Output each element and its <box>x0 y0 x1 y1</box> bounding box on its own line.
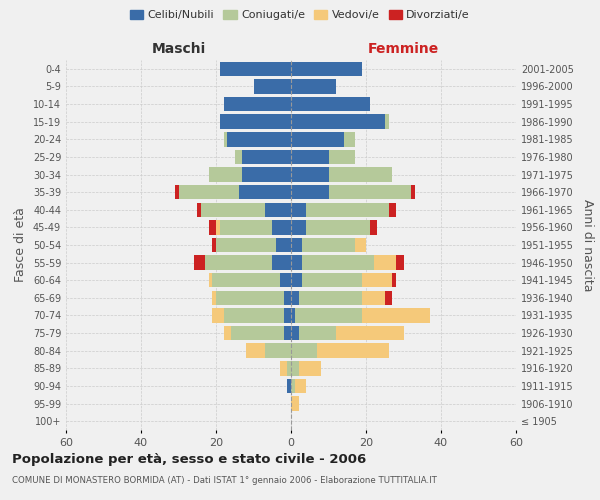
Bar <box>175 185 179 200</box>
Bar <box>235 150 242 164</box>
Bar <box>389 202 396 217</box>
Bar <box>291 114 385 129</box>
Bar <box>291 361 299 376</box>
Bar <box>343 132 355 146</box>
Bar <box>220 220 272 234</box>
Bar <box>329 185 411 200</box>
Bar <box>291 202 306 217</box>
Y-axis label: Anni di nascita: Anni di nascita <box>581 198 593 291</box>
Bar <box>223 308 284 322</box>
Bar <box>291 62 362 76</box>
Bar <box>209 273 212 287</box>
Bar <box>284 290 291 305</box>
Bar <box>284 326 291 340</box>
Bar <box>411 185 415 200</box>
Bar <box>254 79 291 94</box>
Bar <box>242 168 291 181</box>
Bar <box>291 308 295 322</box>
Bar <box>336 326 404 340</box>
Bar <box>265 202 291 217</box>
Bar <box>291 344 317 358</box>
Bar <box>291 132 343 146</box>
Bar <box>265 344 291 358</box>
Bar <box>329 168 392 181</box>
Bar <box>205 256 272 270</box>
Bar <box>396 256 404 270</box>
Bar <box>299 290 362 305</box>
Bar <box>179 185 239 200</box>
Bar <box>201 202 265 217</box>
Text: Maschi: Maschi <box>151 42 206 56</box>
Bar <box>329 150 355 164</box>
Bar <box>291 220 306 234</box>
Bar <box>392 273 396 287</box>
Bar <box>302 256 373 270</box>
Bar <box>291 150 329 164</box>
Bar <box>291 256 302 270</box>
Text: Femmine: Femmine <box>368 42 439 56</box>
Bar <box>216 290 284 305</box>
Bar <box>385 290 392 305</box>
Bar <box>220 62 291 76</box>
Bar <box>276 238 291 252</box>
Bar <box>223 132 227 146</box>
Bar <box>280 361 287 376</box>
Text: Popolazione per età, sesso e stato civile - 2006: Popolazione per età, sesso e stato civil… <box>12 452 366 466</box>
Bar <box>302 238 355 252</box>
Bar <box>355 238 366 252</box>
Bar <box>291 97 370 112</box>
Bar <box>362 290 385 305</box>
Bar <box>291 396 299 411</box>
Bar <box>231 326 284 340</box>
Bar <box>373 256 396 270</box>
Bar <box>291 168 329 181</box>
Bar <box>239 185 291 200</box>
Bar <box>302 273 362 287</box>
Bar <box>295 378 306 393</box>
Bar <box>291 378 295 393</box>
Bar <box>362 308 430 322</box>
Y-axis label: Fasce di età: Fasce di età <box>14 208 27 282</box>
Bar <box>216 238 276 252</box>
Bar <box>272 220 291 234</box>
Bar <box>212 238 216 252</box>
Bar <box>291 185 329 200</box>
Bar <box>291 79 336 94</box>
Bar <box>287 361 291 376</box>
Bar <box>242 150 291 164</box>
Text: COMUNE DI MONASTERO BORMIDA (AT) - Dati ISTAT 1° gennaio 2006 - Elaborazione TUT: COMUNE DI MONASTERO BORMIDA (AT) - Dati … <box>12 476 437 485</box>
Bar <box>223 326 231 340</box>
Bar <box>246 344 265 358</box>
Bar <box>291 238 302 252</box>
Bar <box>306 220 370 234</box>
Bar <box>299 326 336 340</box>
Bar <box>197 202 201 217</box>
Bar <box>291 273 302 287</box>
Bar <box>193 256 205 270</box>
Bar <box>284 308 291 322</box>
Bar <box>209 220 216 234</box>
Bar <box>291 290 299 305</box>
Bar <box>287 378 291 393</box>
Bar <box>209 168 242 181</box>
Bar <box>385 114 389 129</box>
Bar <box>280 273 291 287</box>
Bar <box>212 290 216 305</box>
Bar <box>227 132 291 146</box>
Bar <box>272 256 291 270</box>
Legend: Celibi/Nubili, Coniugati/e, Vedovi/e, Divorziati/e: Celibi/Nubili, Coniugati/e, Vedovi/e, Di… <box>125 6 475 25</box>
Bar <box>299 361 321 376</box>
Bar <box>212 308 223 322</box>
Bar <box>223 97 291 112</box>
Bar <box>370 220 377 234</box>
Bar <box>317 344 389 358</box>
Bar <box>216 220 220 234</box>
Bar <box>220 114 291 129</box>
Bar <box>291 326 299 340</box>
Bar <box>212 273 280 287</box>
Bar <box>295 308 362 322</box>
Bar <box>306 202 389 217</box>
Bar <box>362 273 392 287</box>
